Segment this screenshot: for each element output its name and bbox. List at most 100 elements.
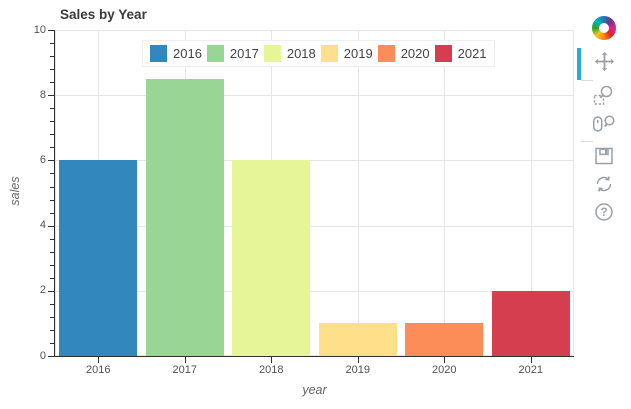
x-major-tick (530, 357, 532, 363)
save-tool-button[interactable] (577, 144, 631, 172)
y-minor-tick (50, 43, 54, 44)
legend: 2016 2017 2018 2019 2020 2021 (142, 40, 495, 67)
legend-label: 2020 (400, 46, 430, 61)
x-tick-label: 2018 (259, 364, 284, 376)
chart-title: Sales by Year (60, 7, 147, 22)
legend-swatch (263, 45, 281, 62)
y-axis-label: sales (8, 176, 22, 206)
bar-2019 (318, 323, 397, 356)
y-minor-tick (50, 251, 54, 253)
legend-swatch (377, 45, 395, 62)
y-minor-tick (50, 303, 54, 305)
reset-tool-button[interactable] (577, 172, 631, 200)
bar-2016 (59, 160, 138, 356)
legend-swatch (150, 45, 167, 62)
bokeh-logo-hole (599, 23, 609, 33)
x-major-tick (184, 357, 186, 363)
x-major-tick (271, 357, 273, 363)
x-tick-label: 2020 (432, 364, 457, 376)
legend-item-2019: 2019 (320, 45, 373, 62)
gridline (55, 290, 574, 292)
box-zoom-icon (593, 84, 615, 111)
x-major-tick (444, 357, 446, 363)
x-axis-label: year (302, 383, 327, 397)
y-major-tick (48, 225, 54, 227)
x-major-tick (357, 357, 359, 363)
y-tick-label: 0 (39, 349, 46, 362)
legend-item-2021: 2021 (434, 45, 487, 62)
y-minor-tick (50, 173, 54, 175)
pan-icon (594, 51, 615, 77)
y-minor-tick (50, 329, 54, 331)
bar-2021 (491, 290, 570, 356)
bar-2018 (232, 160, 311, 356)
y-tick-label: 10 (33, 23, 46, 36)
y-minor-tick (50, 264, 54, 266)
y-tick-label: 2 (39, 284, 46, 297)
svg-text:?: ? (600, 207, 607, 219)
y-minor-tick (50, 134, 54, 136)
y-major-tick (48, 356, 54, 357)
x-axis-line (54, 356, 574, 357)
y-minor-tick (50, 56, 54, 58)
box-zoom-tool-button[interactable] (577, 83, 631, 111)
x-tick-label: 2019 (345, 364, 371, 376)
legend-label: 2017 (229, 46, 259, 61)
bokeh-logo-icon[interactable] (592, 16, 616, 40)
bar-2020 (405, 323, 484, 356)
y-major-tick (48, 95, 54, 97)
y-minor-tick (50, 277, 54, 279)
active-tool-indicator (577, 48, 581, 80)
y-axis-line (54, 30, 55, 357)
bar-2017 (145, 78, 224, 356)
y-minor-tick (50, 238, 54, 240)
legend-item-2020: 2020 (377, 45, 430, 62)
legend-swatch (206, 45, 224, 62)
y-tick-label: 8 (39, 88, 46, 101)
y-minor-tick (50, 69, 54, 71)
legend-label: 2018 (286, 46, 316, 61)
legend-item-2016: 2016 (150, 45, 202, 62)
y-minor-tick (50, 212, 54, 214)
toolbar-separator (581, 80, 593, 81)
gridline (55, 225, 574, 227)
y-minor-tick (50, 108, 54, 110)
gridline (530, 30, 532, 356)
reset-icon (594, 174, 614, 199)
plot-outline (55, 30, 574, 356)
y-minor-tick (50, 186, 54, 188)
help-icon: ? (594, 202, 614, 227)
x-major-tick (98, 357, 100, 363)
gridline (55, 95, 574, 97)
legend-item-2017: 2017 (206, 45, 259, 62)
wheel-zoom-icon (592, 112, 616, 139)
gridline (55, 160, 574, 162)
save-icon (594, 146, 614, 171)
y-minor-tick (50, 147, 54, 149)
legend-label: 2016 (173, 46, 202, 61)
wheel-zoom-tool-button[interactable] (577, 111, 631, 139)
legend-item-2018: 2018 (263, 45, 316, 62)
gridline (444, 30, 446, 356)
y-minor-tick (50, 343, 54, 344)
y-minor-tick (50, 199, 54, 201)
legend-label: 2019 (343, 46, 373, 61)
x-tick-label: 2016 (86, 364, 111, 376)
y-minor-tick (50, 316, 54, 318)
bokeh-toolbar: ? (577, 16, 631, 228)
y-major-tick (48, 30, 54, 31)
gridline (357, 30, 359, 356)
y-minor-tick (50, 82, 54, 84)
y-minor-tick (50, 121, 54, 123)
y-tick-label: 4 (39, 219, 46, 232)
x-tick-label: 2021 (518, 364, 544, 376)
legend-swatch (320, 45, 338, 62)
legend-swatch (434, 45, 452, 62)
x-tick-label: 2017 (172, 364, 198, 376)
help-tool-button[interactable]: ? (577, 200, 631, 228)
y-major-tick (48, 290, 54, 292)
y-tick-label: 6 (39, 153, 46, 166)
pan-tool-button[interactable] (577, 48, 631, 80)
